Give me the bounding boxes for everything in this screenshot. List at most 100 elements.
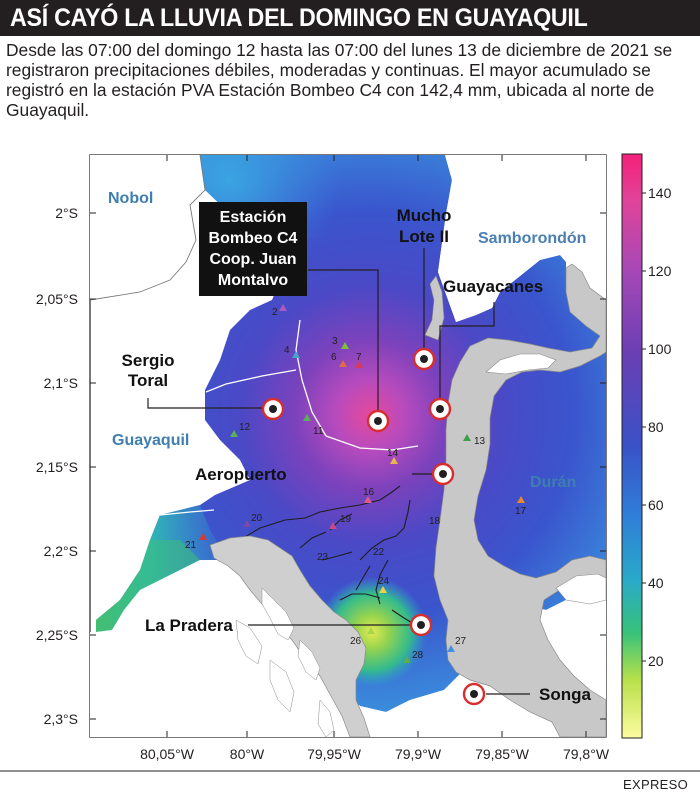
station-19-marker (329, 522, 337, 529)
bombeo-c4-line1: Estación (220, 209, 287, 226)
leader-lines (147, 248, 530, 695)
lon-label-80-05: 80,05°W (140, 746, 195, 762)
rainfall-map: 2 3 4 6 7 11 12 13 14 16 17 18 19 20 21 … (0, 140, 700, 800)
mucho-lote-line2: Lote II (399, 227, 449, 246)
mucho-lote-bullseye (412, 347, 436, 371)
station-26-marker (367, 627, 375, 634)
station-number-13: 13 (474, 436, 486, 447)
colorbar-label-120: 120 (648, 263, 672, 279)
station-number-12: 12 (239, 422, 251, 433)
lon-label-80: 80°W (230, 746, 265, 762)
aeropuerto-bullseye (431, 462, 455, 486)
intro-text: Desde las 07:00 del domingo 12 hasta las… (6, 40, 673, 120)
songa-label: Songa (539, 685, 591, 704)
station-number-7: 7 (356, 352, 362, 363)
lat-label-2-05: 2,05°S (36, 291, 78, 307)
colorbar-label-100: 100 (648, 341, 672, 357)
station-number-19: 19 (340, 514, 352, 525)
lat-ticks (90, 212, 606, 720)
bombeo-c4-label-box (199, 202, 307, 296)
lon-label-79-8: 79,8°W (563, 746, 610, 762)
station-number-26: 26 (350, 636, 362, 647)
station-number-2: 2 (272, 307, 278, 318)
bombeo-c4-line2: Bombeo C4 (209, 230, 298, 247)
colorbar-label-40: 40 (648, 575, 664, 591)
station-4-marker (292, 351, 300, 358)
station-17-marker (517, 496, 525, 503)
lat-label-2-2: 2,2°S (44, 543, 78, 559)
station-number-28: 28 (412, 650, 424, 661)
lat-label-2-25: 2,25°S (36, 627, 78, 643)
station-number-6: 6 (331, 352, 337, 363)
colorbar-label-20: 20 (648, 653, 664, 669)
station-number-16: 16 (363, 487, 375, 498)
credit-expreso: EXPRESO (623, 777, 688, 792)
station-6-marker (339, 360, 347, 367)
station-12-marker (230, 430, 238, 437)
station-2-marker (279, 304, 287, 311)
river-island-north (485, 353, 557, 375)
guayas-river (433, 263, 606, 737)
station-number-18: 18 (429, 516, 441, 527)
nobol-land (90, 155, 205, 300)
station-20-marker (243, 520, 251, 527)
bombeo-c4-line4: Montalvo (218, 272, 288, 289)
station-11-marker (303, 414, 311, 421)
lon-label-79-95: 79,95°W (307, 746, 362, 762)
station-21-marker (199, 533, 207, 540)
station-27-marker (447, 645, 455, 652)
station-number-21: 21 (185, 540, 197, 551)
la-pradera-label: La Pradera (145, 616, 233, 635)
bombeo-c4-bullseye (366, 409, 390, 433)
page-title: ASÍ CAYÓ LA LLUVIA DEL DOMINGO EN GUAYAQ… (10, 4, 588, 32)
la-pradera-bullseye (409, 613, 433, 637)
lat-label-2: 2°S (55, 205, 78, 221)
lat-label-2-3: 2,3°S (44, 711, 78, 727)
station-3-marker (341, 342, 349, 349)
guayacanes-bullseye (428, 397, 452, 421)
station-number-23: 23 (317, 552, 329, 563)
mucho-lote-line1: Mucho (397, 206, 452, 225)
station-number-11: 11 (313, 426, 324, 437)
colorbar-ticks (642, 192, 646, 662)
samborondon-land (438, 155, 606, 322)
guayacanes-label: Guayacanes (443, 277, 543, 296)
station-16-marker (364, 496, 372, 503)
city-boundary-lines (159, 319, 419, 516)
station-number-17: 17 (515, 506, 527, 517)
station-24-marker (379, 586, 387, 593)
station-number-24: 24 (378, 576, 390, 587)
station-13-marker (463, 434, 471, 441)
colorbar-label-60: 60 (648, 497, 664, 513)
station-number-27: 27 (455, 636, 467, 647)
place-samborondon: Samborondón (478, 230, 586, 247)
colorbar-label-140: 140 (648, 185, 672, 201)
header-bar: ASÍ CAYÓ LA LLUVIA DEL DOMINGO EN GUAYAQ… (0, 0, 700, 36)
station-7-marker (355, 361, 363, 368)
songa-bullseye (462, 682, 486, 706)
sergio-toral-line1: Sergio (122, 351, 175, 370)
river-island-south (555, 573, 606, 605)
station-number-20: 20 (251, 513, 263, 524)
station-markers (199, 304, 525, 663)
lon-ticks (166, 155, 587, 737)
lon-label-79-9: 79,9°W (395, 746, 442, 762)
lat-label-2-15: 2,15°S (36, 459, 78, 475)
lon-label-79-85: 79,85°W (475, 746, 530, 762)
sergio-toral-line2: Toral (128, 371, 168, 390)
place-duran: Durán (530, 474, 576, 491)
station-number-3: 3 (332, 336, 338, 347)
colorbar-label-80: 80 (648, 419, 664, 435)
aeropuerto-label: Aeropuerto (195, 465, 287, 484)
lat-label-2-1: 2,1°S (44, 375, 78, 391)
featured-stations (261, 347, 486, 706)
station-28-marker (403, 656, 411, 663)
station-number-22: 22 (373, 547, 385, 558)
station-number-4: 4 (284, 345, 290, 356)
station-14-marker (390, 457, 398, 464)
place-guayaquil: Guayaquil (112, 432, 189, 449)
bombeo-c4-line3: Coop. Juan (209, 251, 296, 268)
sergio-toral-bullseye (261, 397, 285, 421)
place-nobol: Nobol (108, 190, 153, 207)
colorbar (621, 153, 643, 739)
